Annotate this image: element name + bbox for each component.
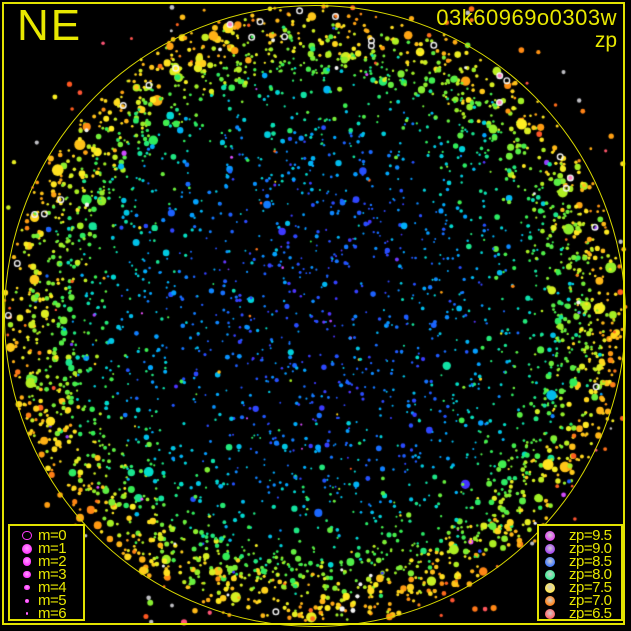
legend-marker-cell bbox=[543, 556, 561, 567]
legend-row: zp=8.0 bbox=[543, 566, 617, 583]
legend-marker-cell bbox=[543, 582, 561, 593]
legend-row: zp=9.5 bbox=[543, 527, 617, 544]
legend-marker-cell bbox=[14, 543, 38, 554]
legend-row: zp=7.5 bbox=[543, 579, 617, 596]
zeropoint-marker-icon bbox=[545, 595, 555, 606]
quantity-label: zp bbox=[594, 29, 617, 52]
legend-marker-cell bbox=[14, 612, 38, 615]
legend-marker-cell bbox=[14, 570, 38, 579]
legend-row: zp=7.0 bbox=[543, 592, 617, 609]
legend-row: m=2 bbox=[14, 553, 79, 570]
title-block: 03k60969o0303w zp bbox=[436, 5, 617, 53]
zeropoint-marker-icon bbox=[545, 530, 555, 541]
magnitude-marker-icon bbox=[22, 557, 32, 566]
legend-row: m=5 bbox=[14, 592, 79, 609]
legend-item-label: zp=8.0 bbox=[569, 566, 612, 583]
legend-row: zp=6.5 bbox=[543, 605, 617, 622]
zeropoint-legend: zp=9.5 zp=9.0 zp=8.5 zp=8.0 zp=7.5 zp=7.0 zp=6… bbox=[537, 524, 623, 622]
legend-item-label: m=5 bbox=[38, 592, 67, 609]
magnitude-marker-icon bbox=[22, 543, 32, 554]
legend-marker-cell bbox=[14, 530, 38, 541]
magnitude-marker-icon bbox=[25, 612, 29, 615]
legend-row: m=6 bbox=[14, 605, 79, 622]
legend-marker-cell bbox=[14, 598, 38, 603]
legend-item-label: m=4 bbox=[38, 579, 67, 596]
legend-marker-cell bbox=[14, 557, 38, 566]
zeropoint-marker-icon bbox=[545, 608, 555, 619]
zeropoint-marker-icon bbox=[545, 582, 555, 593]
zeropoint-marker-icon bbox=[545, 543, 555, 554]
legend-row: zp=8.5 bbox=[543, 553, 617, 570]
magnitude-marker-icon bbox=[25, 598, 29, 603]
legend-item-label: zp=8.5 bbox=[569, 553, 612, 570]
field-boundary-circle bbox=[4, 5, 626, 627]
legend-row: m=0 bbox=[14, 527, 79, 544]
zeropoint-marker-icon bbox=[545, 556, 555, 567]
magnitude-marker-icon bbox=[23, 570, 31, 579]
legend-item-label: m=6 bbox=[38, 605, 67, 622]
magnitude-marker-icon bbox=[22, 530, 32, 541]
legend-marker-cell bbox=[14, 584, 38, 591]
legend-row: zp=9.0 bbox=[543, 540, 617, 557]
legend-item-label: m=3 bbox=[38, 566, 67, 583]
magnitude-legend: m=0 m=1 m=2 m=3 m=4 m=5 m=6 bbox=[8, 524, 85, 622]
legend-marker-cell bbox=[543, 543, 561, 554]
legend-item-label: m=0 bbox=[38, 527, 67, 544]
legend-item-label: zp=9.5 bbox=[569, 527, 612, 544]
magnitude-marker-icon bbox=[24, 584, 30, 591]
legend-item-label: zp=7.5 bbox=[569, 579, 612, 596]
exposure-title: 03k60969o0303w bbox=[436, 5, 617, 30]
legend-item-label: zp=6.5 bbox=[569, 605, 612, 622]
orientation-label: NE bbox=[17, 1, 83, 50]
legend-item-label: zp=9.0 bbox=[569, 540, 612, 557]
legend-row: m=1 bbox=[14, 540, 79, 557]
legend-marker-cell bbox=[543, 608, 561, 619]
plot-frame bbox=[2, 2, 625, 625]
legend-marker-cell bbox=[543, 569, 561, 580]
legend-row: m=4 bbox=[14, 579, 79, 596]
legend-marker-cell bbox=[543, 595, 561, 606]
legend-item-label: m=2 bbox=[38, 553, 67, 570]
legend-row: m=3 bbox=[14, 566, 79, 583]
legend-marker-cell bbox=[543, 530, 561, 541]
zeropoint-marker-icon bbox=[545, 569, 555, 580]
legend-item-label: m=1 bbox=[38, 540, 67, 557]
legend-item-label: zp=7.0 bbox=[569, 592, 612, 609]
